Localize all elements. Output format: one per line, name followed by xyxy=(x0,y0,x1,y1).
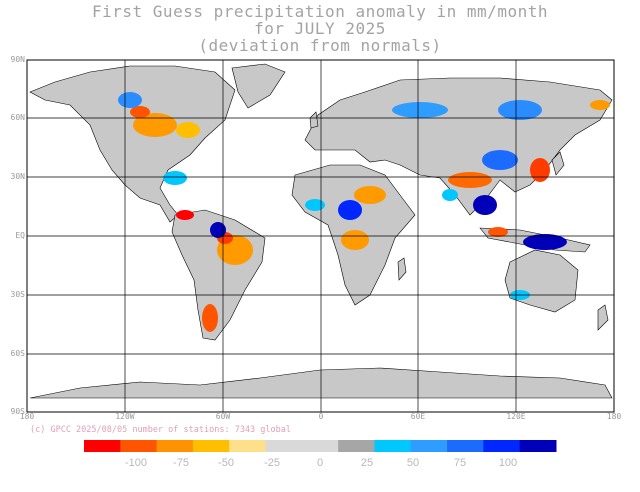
grid-lines xyxy=(27,60,614,412)
legend-label: 100 xyxy=(498,457,518,469)
dry-anomalies xyxy=(130,100,610,332)
legend-swatch xyxy=(156,440,194,452)
legend-label: -75 xyxy=(173,457,189,469)
lon-label-60w: 60W xyxy=(215,412,231,421)
lat-label-30s: 30S xyxy=(10,290,25,299)
lon-label-180w: 180 xyxy=(19,412,35,421)
legend-swatch xyxy=(483,440,521,452)
wet-anomalies xyxy=(118,92,567,300)
lat-label-90s: 90S xyxy=(10,407,25,416)
legend-label: 25 xyxy=(360,457,374,469)
title-line-1: First Guess precipitation anomaly in mm/… xyxy=(92,2,548,21)
legend-swatch xyxy=(229,440,267,452)
lat-label-60s: 60S xyxy=(10,349,25,358)
legend-swatch xyxy=(265,440,303,452)
title-line-2: for JULY 2025 xyxy=(254,19,386,38)
lat-label-eq: EQ xyxy=(15,231,25,240)
legend-swatch xyxy=(120,440,158,452)
legend-label: -25 xyxy=(264,457,280,469)
legend-label: 75 xyxy=(453,457,467,469)
lat-label-60n: 60N xyxy=(10,113,25,122)
lon-label-60e: 60E xyxy=(410,412,426,421)
lat-label-90n: 90N xyxy=(10,55,25,64)
legend-swatch xyxy=(84,440,121,452)
north-america xyxy=(29,65,236,223)
new-zealand xyxy=(597,304,609,331)
lat-label-30n: 30N xyxy=(10,172,25,181)
legend-swatch xyxy=(338,440,375,452)
legend-swatch xyxy=(410,440,448,452)
legend-label: -50 xyxy=(218,457,234,469)
legend-swatch xyxy=(447,440,484,452)
title-line-3: (deviation from normals) xyxy=(198,36,442,55)
legend-label: 50 xyxy=(406,457,420,469)
legend-swatch xyxy=(192,440,230,452)
uk-japan-islands xyxy=(309,111,565,176)
lon-label-0: 0 xyxy=(318,412,324,421)
legend-swatch xyxy=(301,440,339,452)
greenland xyxy=(231,63,286,109)
legend-swatch xyxy=(519,440,557,452)
lon-label-180e: 180 xyxy=(606,412,622,421)
legend-label: 0 xyxy=(316,457,324,469)
madagascar xyxy=(397,257,407,281)
lon-label-120w: 120W xyxy=(115,412,135,421)
legend-swatch xyxy=(374,440,412,452)
data-source-footer: (c) GPCC 2025/08/05 number of stations: … xyxy=(30,425,291,435)
legend-label: -100 xyxy=(124,457,148,469)
lon-label-120e: 120E xyxy=(506,412,526,421)
